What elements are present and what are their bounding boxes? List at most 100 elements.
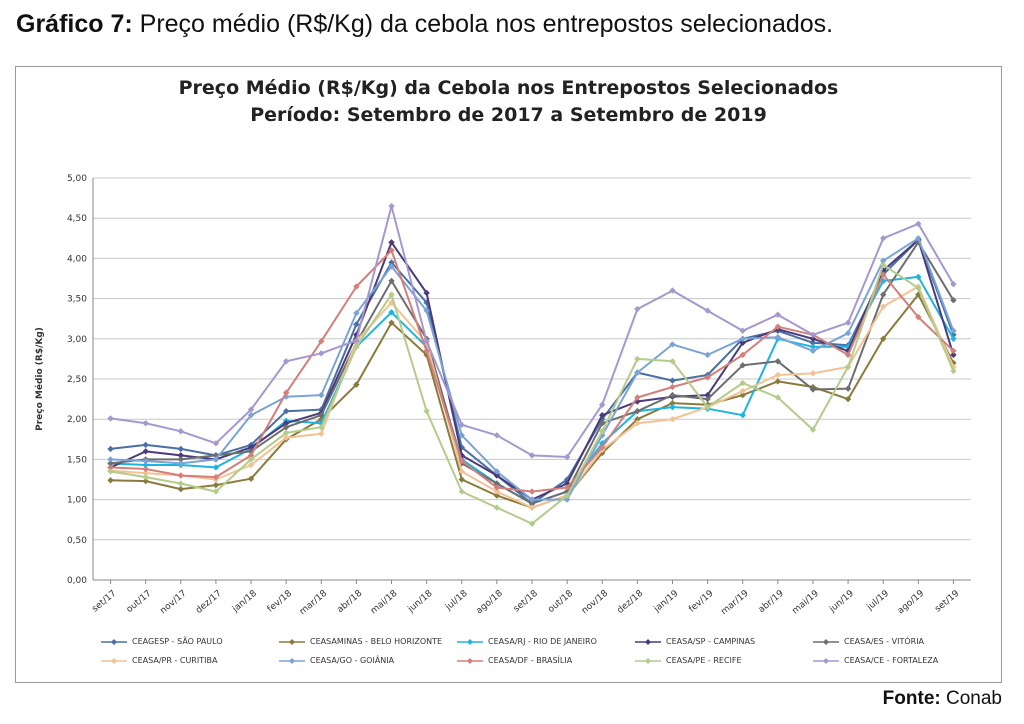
data-point <box>493 488 501 495</box>
data-point <box>318 338 325 345</box>
y-tick-label: 2,50 <box>67 375 87 385</box>
data-point <box>177 452 184 459</box>
data-point <box>669 341 676 348</box>
legend-swatch <box>635 638 661 646</box>
x-tick-label: jul/18 <box>443 588 470 613</box>
data-point <box>177 460 184 467</box>
legend-swatch <box>813 638 839 646</box>
x-tick-label: abr/18 <box>335 588 364 615</box>
data-point <box>950 351 957 359</box>
legend-item: CEASA/ES - VITÓRIA <box>813 637 991 646</box>
data-point <box>563 484 571 491</box>
legend-item: CEASA/GO - GOIÂNIA <box>279 656 457 665</box>
source-note: Fonte: Conab <box>883 688 1002 710</box>
data-point <box>669 358 676 365</box>
data-point <box>739 327 746 334</box>
data-point <box>107 415 114 422</box>
data-point <box>388 277 395 285</box>
data-point <box>282 424 290 431</box>
data-point <box>739 351 746 359</box>
data-point <box>634 369 641 376</box>
x-tick-label: mar/19 <box>719 588 751 617</box>
data-point <box>212 456 220 463</box>
x-tick-label: mai/19 <box>790 588 821 616</box>
data-point <box>915 239 922 246</box>
data-point <box>177 445 184 453</box>
data-point <box>704 351 711 359</box>
legend-label: CEASA/CE - FORTALEZA <box>844 656 939 665</box>
data-point <box>142 461 149 469</box>
data-point <box>528 500 536 507</box>
caption-text: Preço médio (R$/Kg) da cebola nos entrep… <box>132 10 834 38</box>
data-point <box>353 309 360 317</box>
data-point <box>739 379 746 387</box>
data-point <box>107 464 114 471</box>
data-point <box>704 403 711 411</box>
data-point <box>669 399 676 407</box>
data-point <box>388 299 395 306</box>
legend-label: CEASA/ES - VITÓRIA <box>844 637 925 646</box>
x-tick-label: out/17 <box>125 589 154 615</box>
legend-label: CEASA/SP - CAMPINAS <box>666 637 756 646</box>
series-line <box>110 237 955 501</box>
data-point <box>634 394 641 401</box>
data-point <box>844 347 852 355</box>
data-point <box>282 429 290 437</box>
chart-subtitle: Período: Setembro de 2017 a Setembro de … <box>250 104 767 126</box>
data-point <box>212 481 220 489</box>
data-point <box>844 395 852 403</box>
data-point <box>423 407 430 415</box>
chart-legend: CEAGESP - SÃO PAULO CEASAMINAS - BELO HOR… <box>101 637 991 665</box>
y-axis-label: Preço Médio (R$/Kg) <box>34 327 45 431</box>
data-point <box>388 291 395 298</box>
data-point <box>493 484 501 491</box>
data-point <box>423 338 430 345</box>
series-line <box>110 275 955 505</box>
data-point <box>950 367 957 375</box>
data-point <box>423 289 430 297</box>
data-point <box>880 267 887 274</box>
data-point <box>212 473 220 481</box>
data-point <box>212 464 220 471</box>
data-point <box>739 362 746 369</box>
data-point <box>634 305 641 313</box>
data-point <box>950 297 957 304</box>
data-point <box>915 291 922 298</box>
data-point <box>809 335 817 342</box>
figure-caption: Gráfico 7: Preço médio (R$/Kg) da cebola… <box>16 10 833 39</box>
data-point <box>599 411 606 419</box>
data-point <box>353 343 360 351</box>
data-point <box>107 468 114 475</box>
x-tick-label: jul/19 <box>865 588 892 613</box>
data-point <box>142 469 149 477</box>
data-point <box>880 303 887 310</box>
line-chart: 0,00 0,50 1,00 1,50 2,00 2,50 3,00 3,50 4,00 4,50… <box>34 174 971 617</box>
data-point <box>318 350 325 357</box>
data-point <box>563 492 571 499</box>
data-point <box>880 257 887 265</box>
data-point <box>809 331 817 338</box>
data-point <box>247 475 255 482</box>
data-point <box>844 343 852 351</box>
x-tick-label: abr/19 <box>757 588 786 615</box>
data-point <box>493 492 501 499</box>
data-point <box>669 377 676 384</box>
legend-item: CEAGESP - SÃO PAULO <box>101 637 279 646</box>
legend-item: CEASA/PE - RECIFE <box>635 656 813 665</box>
data-point <box>950 359 957 367</box>
data-point <box>458 468 465 475</box>
x-tick-label: set/18 <box>512 588 540 614</box>
data-point <box>739 335 746 342</box>
series-line <box>110 238 955 501</box>
data-point <box>669 383 676 391</box>
data-point <box>599 444 606 451</box>
data-point <box>599 420 606 427</box>
data-point <box>423 347 430 355</box>
data-point <box>915 235 922 242</box>
data-point <box>950 331 957 338</box>
data-point <box>915 273 922 281</box>
data-point <box>247 456 255 463</box>
data-point <box>739 411 746 419</box>
data-point <box>669 416 676 423</box>
data-point <box>353 283 360 290</box>
